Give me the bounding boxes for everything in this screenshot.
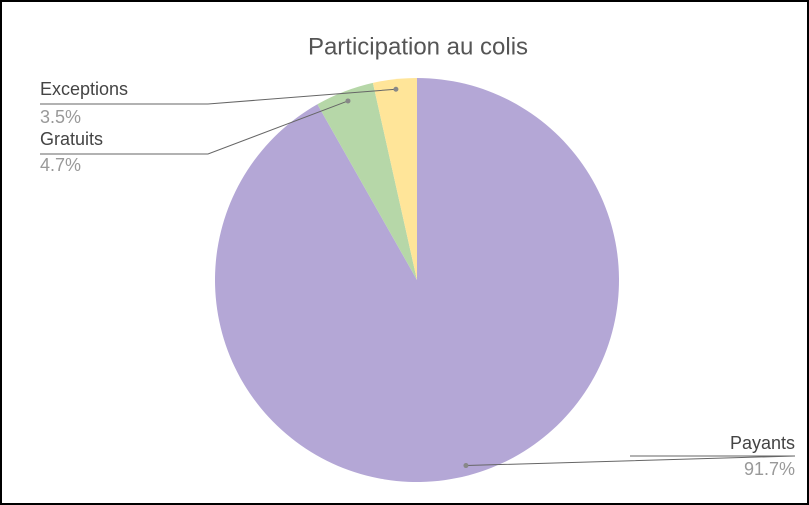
slice-value-label: 4.7% <box>40 155 81 175</box>
pie-slice <box>317 82 417 281</box>
chart-title: Participation au colis <box>308 33 528 60</box>
pie-slice <box>372 78 417 280</box>
slice-label: Payants <box>730 433 795 453</box>
leader-dot <box>345 98 351 104</box>
leader-line <box>465 455 796 467</box>
leader-line <box>40 100 349 155</box>
slice-label: Gratuits <box>40 129 103 149</box>
slice-label: Exceptions <box>40 79 128 99</box>
leader-line <box>40 88 396 105</box>
leader-dot <box>463 463 469 469</box>
slice-value-label: 3.5% <box>40 107 81 127</box>
leader-dot <box>393 86 399 92</box>
slice-value-label: 91.7% <box>744 459 795 479</box>
